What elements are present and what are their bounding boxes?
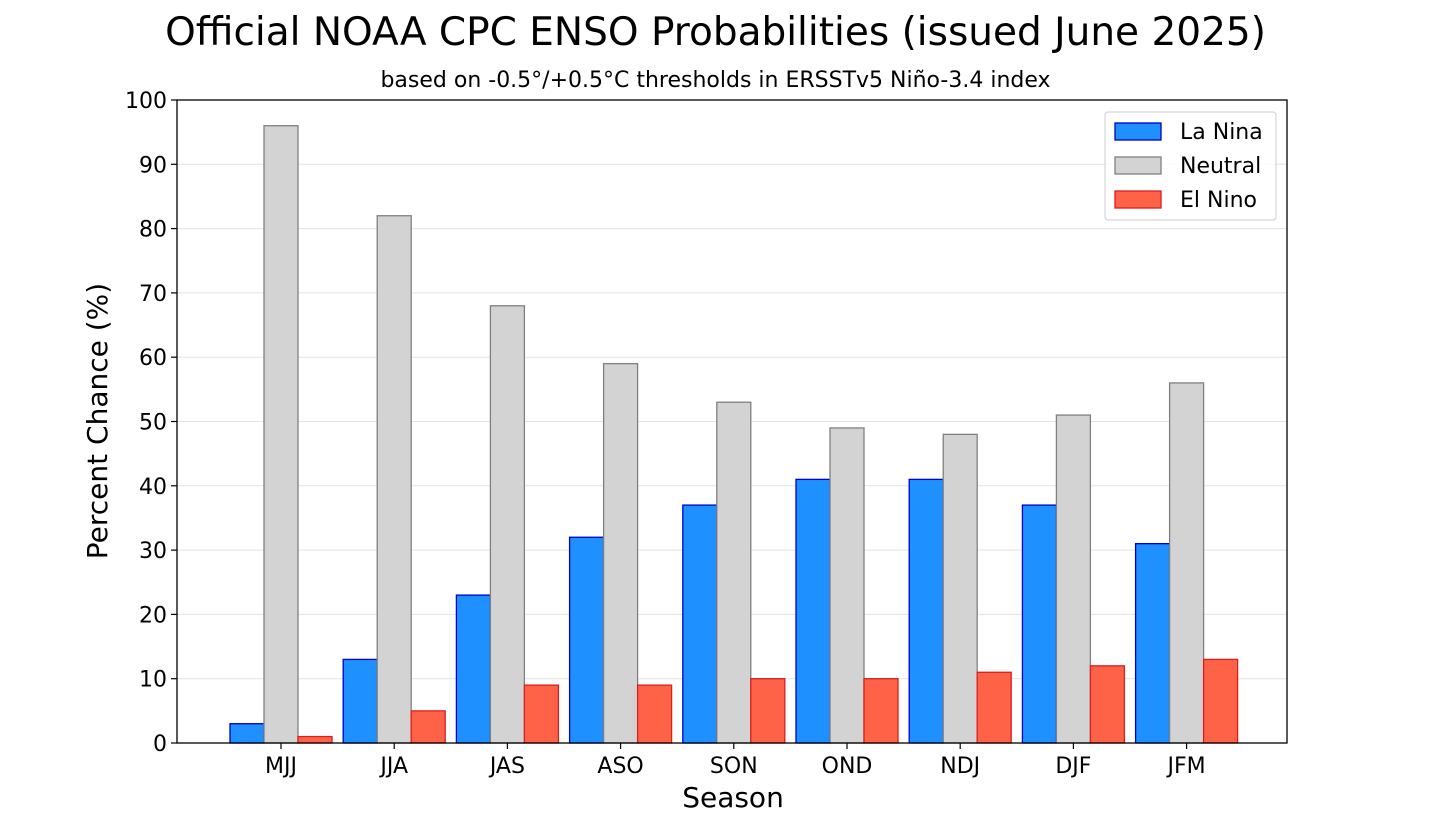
y-tick-label: 10 (139, 668, 167, 693)
bar-el-nino-djf (1089, 665, 1126, 744)
bar-el-nino-mjj (297, 735, 333, 744)
legend: La Nina Neutral El Nino (1104, 111, 1277, 221)
x-tick-label: JJA (378, 754, 408, 779)
bar-neutral-ndj (942, 433, 978, 744)
bar-la-nina-djf (1021, 504, 1058, 744)
bar-la-nina-ndj (908, 478, 944, 744)
bar-neutral-ond (829, 427, 865, 744)
bar-la-nina-aso (568, 536, 605, 744)
bar-la-nina-son (682, 504, 718, 744)
y-tick-label: 50 (139, 411, 167, 436)
y-tick-label: 100 (125, 89, 167, 114)
bar-el-nino-ond (863, 678, 899, 744)
bars (229, 125, 1239, 744)
bar-el-nino-jas (523, 684, 560, 744)
bar-neutral-jfm (1168, 382, 1205, 744)
y-tick-label: 0 (153, 732, 167, 757)
bar-la-nina-mjj (229, 723, 265, 744)
bar-neutral-son (716, 401, 752, 744)
y-tick-label: 30 (139, 539, 167, 564)
y-tick-label: 60 (139, 346, 167, 371)
bar-la-nina-ond (795, 478, 831, 744)
bar-el-nino-jfm (1202, 658, 1239, 744)
chart-subtitle: based on -0.5°/+0.5°C thresholds in ERSS… (380, 68, 1051, 93)
x-tick-label: ASO (597, 754, 643, 779)
bar-neutral-jas (489, 305, 526, 744)
x-tick-label: DJF (1055, 754, 1091, 779)
legend-swatch-neutral (1114, 156, 1162, 175)
bar-la-nina-jja (342, 658, 378, 744)
bar-el-nino-jja (410, 710, 446, 744)
legend-label: La Nina (1180, 120, 1263, 145)
chart-title: Official NOAA CPC ENSO Probabilities (is… (165, 10, 1266, 55)
bar-el-nino-ndj (976, 671, 1012, 744)
bar-el-nino-son (750, 678, 786, 744)
y-tick-label: 80 (139, 218, 167, 243)
legend-label: El Nino (1180, 188, 1257, 213)
bar-neutral-jja (376, 215, 412, 744)
legend-label: Neutral (1180, 154, 1261, 179)
y-axis-label: Percent Chance (%) (81, 283, 114, 559)
x-tick-label: JAS (488, 754, 525, 779)
bar-el-nino-aso (636, 684, 673, 744)
bar-neutral-aso (602, 362, 639, 744)
legend-swatch-el-nino (1114, 190, 1162, 209)
x-tick-label: NDJ (940, 754, 980, 779)
y-axis-ticks: 0 10 20 30 40 50 60 70 80 90 100 (125, 89, 177, 757)
x-tick-label: JFM (1166, 754, 1206, 779)
x-tick-label: MJJ (265, 754, 297, 779)
bar-neutral-djf (1055, 414, 1092, 744)
x-axis-label: Season (682, 781, 784, 814)
bar-la-nina-jas (455, 594, 492, 744)
bar-la-nina-jfm (1134, 543, 1171, 744)
x-axis-ticks: MJJ JJA JAS ASO SON OND NDJ DJF JFM (265, 743, 1206, 779)
x-tick-label: SON (710, 754, 758, 779)
y-tick-label: 90 (139, 153, 167, 178)
x-tick-label: OND (822, 754, 873, 779)
legend-swatch-la-nina (1114, 122, 1162, 141)
y-tick-label: 70 (139, 282, 167, 307)
y-tick-label: 20 (139, 603, 167, 628)
bar-neutral-mjj (263, 125, 299, 744)
y-tick-label: 40 (139, 475, 167, 500)
